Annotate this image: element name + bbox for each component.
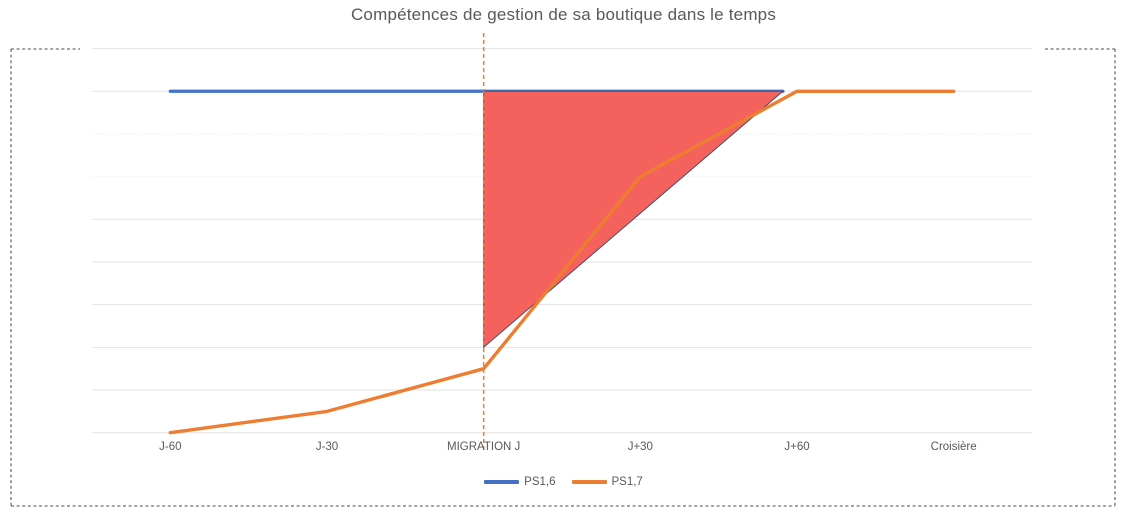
chart-title: Compétences de gestion de sa boutique da… — [350, 5, 777, 24]
chart-legend: PS1,6 PS1,7 — [0, 476, 1127, 488]
legend-label: PS1,7 — [611, 476, 643, 488]
x-axis-label-j-30: J-30 — [315, 441, 339, 453]
x-axis-label-j+30: J+30 — [627, 441, 653, 453]
legend-line-swatch — [484, 480, 520, 484]
legend-item-ps1-6[interactable]: PS1,6 — [484, 476, 556, 488]
legend-line-swatch — [571, 480, 607, 484]
x-axis-label-croisi-re: Croisière — [930, 441, 977, 453]
x-axis-label-migration-j: MIGRATION J — [447, 441, 521, 453]
chart-frame-dashed-border — [10, 48, 1116, 507]
gap-triangle-shape[interactable] — [483, 90, 784, 348]
x-axis-label-j-60: J-60 — [159, 441, 182, 453]
series-line-ps1-7[interactable] — [168, 89, 956, 435]
legend-item-ps1-7[interactable]: PS1,7 — [571, 476, 643, 488]
legend-label: PS1,6 — [524, 476, 556, 488]
x-axis-label-j+60: J+60 — [784, 441, 810, 453]
